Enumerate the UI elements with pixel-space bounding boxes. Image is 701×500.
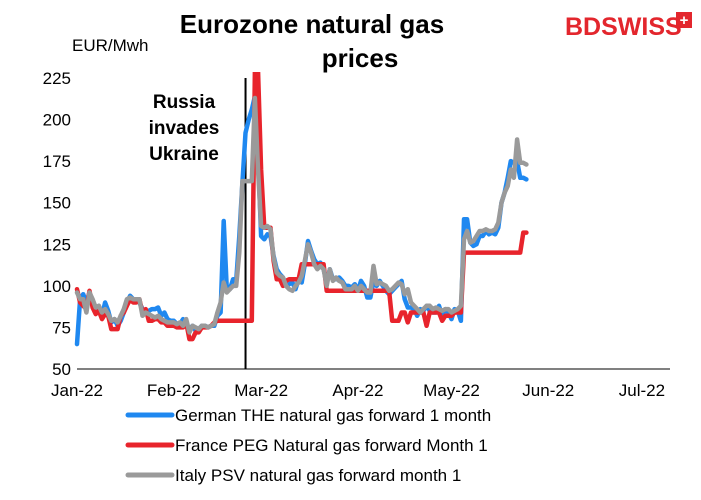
y-tick-label-225: 225 [43, 69, 71, 88]
plot-area [74, 72, 529, 347]
y-axis-unit-label: EUR/Mwh [72, 36, 149, 55]
logo-text: BDSWISS [565, 13, 682, 41]
x-tick-label-jul-22: Jul-22 [619, 381, 665, 400]
y-tick-label-50: 50 [52, 360, 71, 379]
invasion-annotation: Russia invades Ukraine [149, 92, 220, 165]
logo-mark: + [680, 12, 689, 29]
y-axis: 50 75 100 125 150 175 200 225 [43, 69, 71, 379]
x-tick-label-jan-22: Jan-22 [51, 381, 103, 400]
x-tick-label-jun-22: Jun-22 [522, 381, 574, 400]
swiss-cross-icon: + [676, 12, 692, 29]
german-the-line [74, 94, 529, 347]
x-tick-label-apr-22: Apr-22 [332, 381, 383, 400]
legend-label-italy: Italy PSV natural gas forward month 1 [175, 466, 461, 485]
x-tick-label-feb-22: Feb-22 [147, 381, 201, 400]
legend-item-france: France PEG Natural gas forward Month 1 [125, 436, 488, 455]
x-tick-label-may-22: May-22 [423, 381, 480, 400]
bdswiss-logo: BDSWISS + [565, 12, 692, 41]
legend-item-italy: Italy PSV natural gas forward month 1 [125, 466, 461, 485]
legend-item-german: German THE natural gas forward 1 month [125, 406, 491, 425]
chart-title-line-2: prices [322, 43, 399, 73]
legend: German THE natural gas forward 1 month F… [125, 406, 491, 485]
chart-title-line-1: Eurozone natural gas [180, 9, 444, 39]
france-peg-line [74, 72, 529, 342]
x-tick-label-mar-22: Mar-22 [234, 381, 288, 400]
x-axis: Jan-22 Feb-22 Mar-22 Apr-22 May-22 Jun-22 Jul-… [51, 381, 665, 400]
annotation-line-2: invades [149, 118, 220, 139]
annotation-line-3: Ukraine [149, 144, 219, 165]
y-tick-label-200: 200 [43, 111, 71, 130]
y-tick-label-125: 125 [43, 235, 71, 254]
y-tick-label-75: 75 [52, 318, 71, 337]
y-tick-label-150: 150 [43, 194, 71, 213]
legend-label-france: France PEG Natural gas forward Month 1 [175, 436, 488, 455]
legend-label-german: German THE natural gas forward 1 month [175, 406, 491, 425]
y-tick-label-100: 100 [43, 277, 71, 296]
annotation-line-1: Russia [153, 92, 216, 113]
y-tick-label-175: 175 [43, 152, 71, 171]
italy-psv-line [74, 95, 529, 335]
